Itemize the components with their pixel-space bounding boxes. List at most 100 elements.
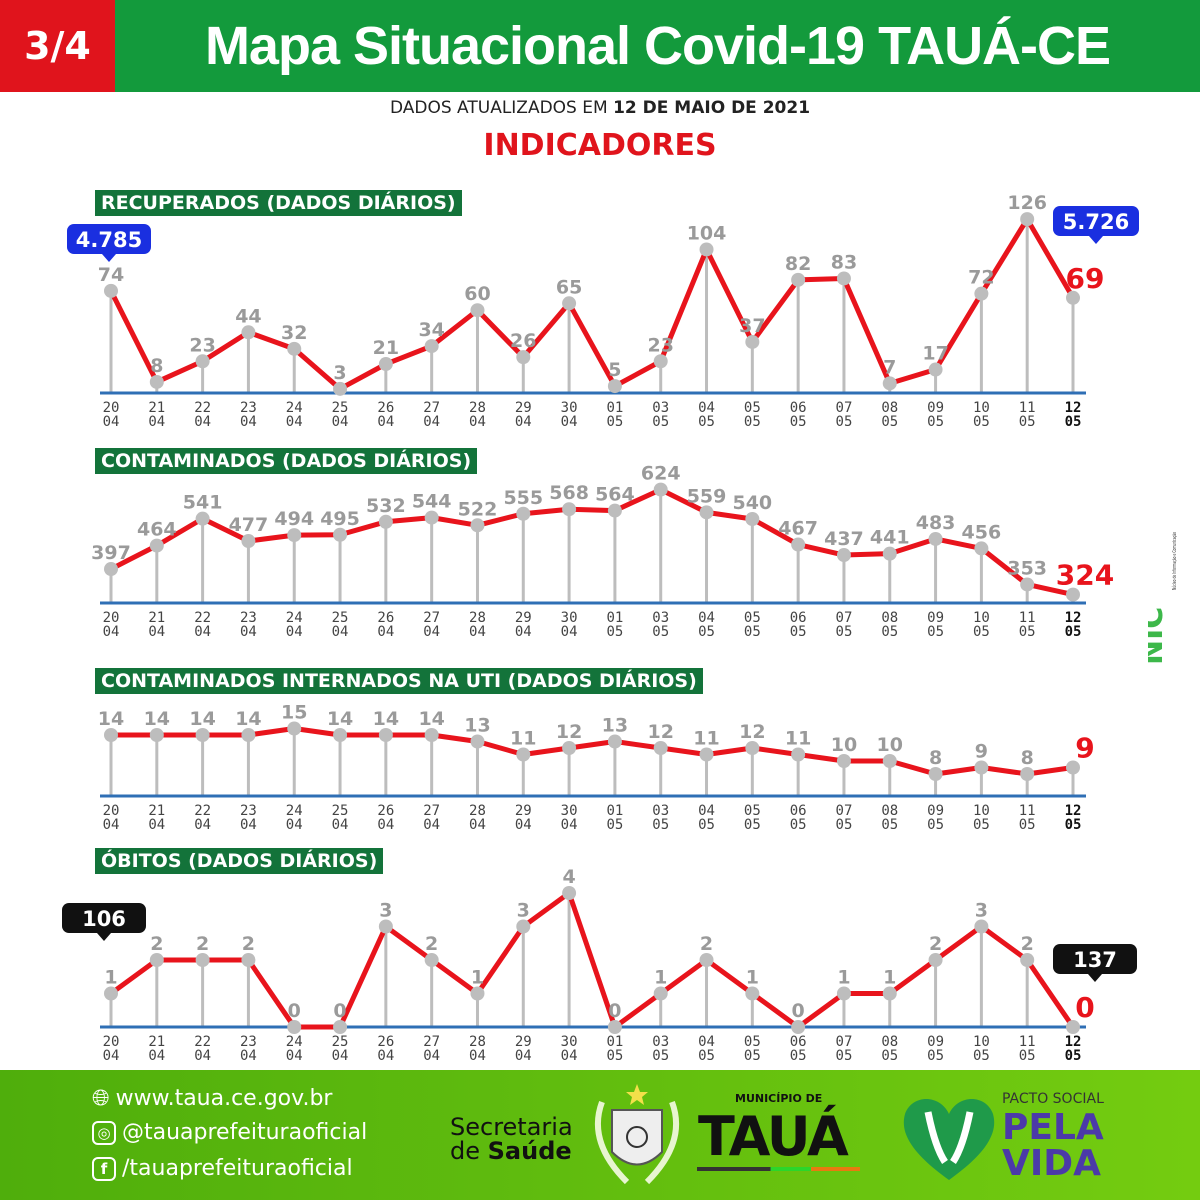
data-label: 544 — [412, 491, 452, 513]
x-tick-label-day: 11 — [1019, 400, 1036, 416]
x-tick-label-month: 04 — [561, 414, 578, 430]
data-point — [378, 728, 393, 742]
data-point — [974, 286, 989, 301]
x-tick-label-day: 03 — [652, 803, 669, 819]
callout-pointer — [102, 254, 116, 262]
data-point — [607, 503, 622, 518]
data-label: 0 — [792, 1000, 805, 1022]
data-label: 541 — [183, 492, 223, 514]
data-point — [653, 741, 668, 755]
x-tick-label-month: 05 — [790, 414, 807, 430]
x-tick-label-month: 05 — [836, 624, 853, 640]
x-tick-label-month: 05 — [606, 1048, 623, 1064]
data-label: 1 — [471, 967, 484, 989]
series-line — [109, 487, 1074, 598]
x-tick-label-day: 27 — [423, 1034, 440, 1050]
cumulative-total-label: 106 — [82, 907, 126, 931]
x-tick-label-day: 30 — [561, 1034, 578, 1050]
data-point — [424, 728, 439, 742]
data-label: 467 — [778, 518, 818, 540]
chart-title-uti: CONTAMINADOS INTERNADOS NA UTI (DADOS DI… — [95, 668, 703, 694]
data-point — [333, 381, 348, 396]
data-label: 441 — [870, 527, 910, 549]
x-tick-label-month: 05 — [973, 624, 990, 640]
data-label: 3 — [517, 900, 530, 922]
x-tick-label-day: 05 — [744, 803, 761, 819]
x-tick-label-day: 28 — [469, 400, 486, 416]
secretaria-saude-logo: Secretaria de Saúde — [450, 1115, 573, 1163]
x-tick-label-day: 07 — [836, 1034, 853, 1050]
x-tick-label-month: 04 — [286, 624, 303, 640]
x-tick-label-day: 24 — [286, 610, 303, 626]
x-tick-label-month: 04 — [148, 1048, 165, 1064]
data-point — [1066, 760, 1080, 775]
municipio-label: MUNICÍPIO DE — [735, 1092, 823, 1105]
x-tick-label-day: 20 — [103, 400, 120, 416]
data-label: 69 — [1066, 262, 1105, 295]
series-line — [111, 726, 1074, 777]
x-tick-label-month: 04 — [377, 817, 394, 833]
data-point — [470, 303, 485, 318]
data-label: 15 — [281, 702, 307, 724]
data-label: 624 — [641, 463, 681, 485]
data-point — [241, 325, 256, 340]
data-label: 564 — [595, 484, 635, 506]
x-tick-label-day: 26 — [377, 610, 394, 626]
x-tick-label-month: 04 — [332, 817, 349, 833]
data-point — [149, 374, 164, 389]
data-point — [653, 986, 668, 1001]
data-point — [287, 528, 302, 543]
data-point — [928, 531, 943, 546]
data-point — [745, 512, 760, 526]
data-point — [241, 728, 256, 742]
instagram-link[interactable]: ◎ @tauaprefeituraoficial — [92, 1120, 367, 1146]
data-point — [699, 953, 714, 967]
facebook-link[interactable]: f/tauaprefeituraoficial — [92, 1156, 353, 1182]
data-point — [882, 754, 897, 768]
x-tick-label-month: 04 — [148, 414, 165, 430]
data-label: 559 — [687, 485, 727, 507]
x-tick-label-day: 08 — [881, 803, 898, 819]
x-tick-label-day: 04 — [698, 610, 715, 626]
data-label: 456 — [962, 521, 1002, 543]
vida-text: VIDA — [1002, 1143, 1101, 1184]
x-tick-label-day: 20 — [103, 803, 120, 819]
x-tick-label-month: 04 — [194, 414, 211, 430]
data-label: 0 — [333, 1000, 346, 1022]
data-label: 60 — [464, 283, 490, 305]
data-label: 9 — [975, 741, 988, 763]
data-label: 14 — [98, 708, 124, 730]
website-link[interactable]: 🌐︎ www.taua.ce.gov.br — [92, 1086, 332, 1112]
x-tick-label-day: 22 — [194, 400, 211, 416]
data-label: 11 — [785, 728, 811, 750]
x-tick-label-month: 05 — [1065, 414, 1082, 430]
data-label: 495 — [320, 508, 360, 530]
pacto-social-label: PACTO SOCIAL — [1002, 1091, 1104, 1107]
x-tick-label-day: 28 — [469, 1034, 486, 1050]
x-tick-label-month: 05 — [698, 1048, 715, 1064]
data-label: 83 — [831, 251, 857, 273]
data-point — [928, 767, 943, 781]
x-tick-label-day: 06 — [790, 400, 807, 416]
x-tick-label-month: 05 — [836, 414, 853, 430]
data-label: 7 — [883, 356, 896, 378]
x-tick-label-month: 05 — [606, 414, 623, 430]
data-label: 104 — [687, 222, 727, 244]
data-point — [516, 747, 531, 762]
x-tick-label-month: 04 — [515, 1048, 532, 1064]
series-line — [108, 216, 1076, 392]
cumulative-total-label: 4.785 — [76, 228, 142, 252]
x-tick-label-month: 04 — [423, 624, 440, 640]
x-tick-label-month: 04 — [194, 624, 211, 640]
x-tick-label-day: 29 — [515, 803, 532, 819]
data-point — [882, 546, 897, 561]
x-tick-label-month: 04 — [515, 817, 532, 833]
x-tick-label-day: 29 — [515, 610, 532, 626]
data-label: 34 — [418, 319, 444, 341]
callout-box — [67, 224, 151, 254]
x-tick-label-day: 04 — [698, 803, 715, 819]
x-tick-label-month: 05 — [1065, 1048, 1082, 1064]
data-label: 397 — [91, 542, 131, 564]
x-tick-label-day: 24 — [286, 803, 303, 819]
data-point — [745, 334, 760, 349]
